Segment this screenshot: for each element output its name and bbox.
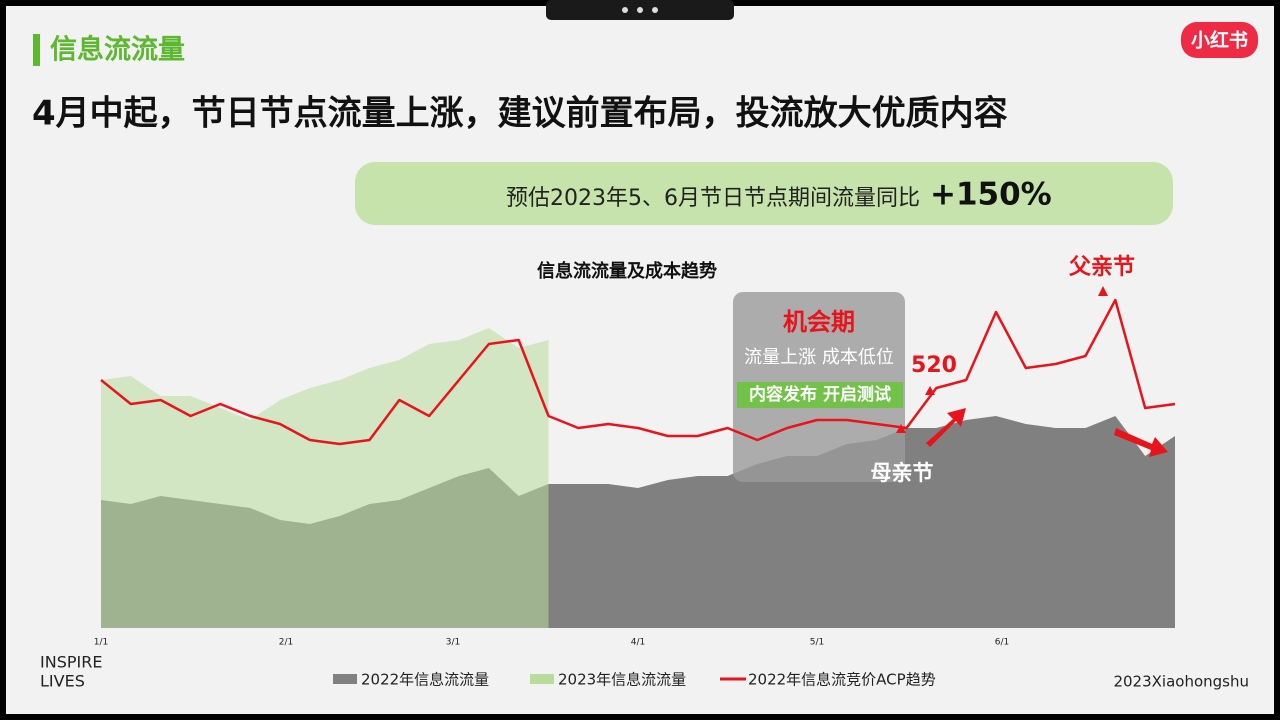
lines [100,298,1176,446]
marker [896,424,906,433]
x-tick-label: 2/1 [279,638,293,648]
area [101,328,549,628]
footer-left: INSPIRE [40,653,102,672]
legend-swatch [530,674,554,684]
legend-label: 2022年信息流流量 [361,671,489,689]
arrow-down [1114,428,1168,457]
footer-right: 2023Xiaohongshu [1113,673,1249,691]
x-tick-label: 4/1 [631,638,645,648]
arrow-up [926,408,966,447]
banner [355,162,1173,225]
window-text: 流量上涨 成本低位 [744,347,894,368]
banner-highlight: +150% [930,177,1052,213]
banner-text: 预估2023年5、6月节日节点期间流量同比 [506,186,920,211]
window-action: 内容发布 开启测试 [749,384,891,405]
section-title: 信息流流量 [50,34,185,66]
legend-label: 2022年信息流竞价ACP趋势 [748,671,936,689]
x-tick-label: 3/1 [446,638,460,648]
line [100,298,1176,446]
x-tick-label: 1/1 [94,638,108,648]
mothers-day: 母亲节 [871,461,934,485]
x-tick-label: 6/1 [995,638,1009,648]
window-action-bg [737,382,903,408]
dot [637,7,643,13]
window-title: 机会期 [783,308,855,336]
dot [652,7,658,13]
marker [1098,286,1108,296]
x-tick-label: 5/1 [810,638,824,648]
chart-title: 信息流流量及成本趋势 [537,260,717,282]
areas [101,328,1175,628]
title-bar [33,34,40,66]
dot [622,7,628,13]
footer-left: LIVES [40,672,85,691]
fathers-day: 父亲节 [1069,255,1135,280]
label-520: 520 [911,353,957,378]
headline: 4月中起，节日节点流量上涨，建议前置布局，投流放大优质内容 [32,94,1008,134]
logo-text: 小红书 [1191,29,1248,52]
marker [925,386,935,395]
legend-swatch [333,674,357,684]
legend-label: 2023年信息流流量 [558,671,686,689]
logo [1181,22,1258,58]
